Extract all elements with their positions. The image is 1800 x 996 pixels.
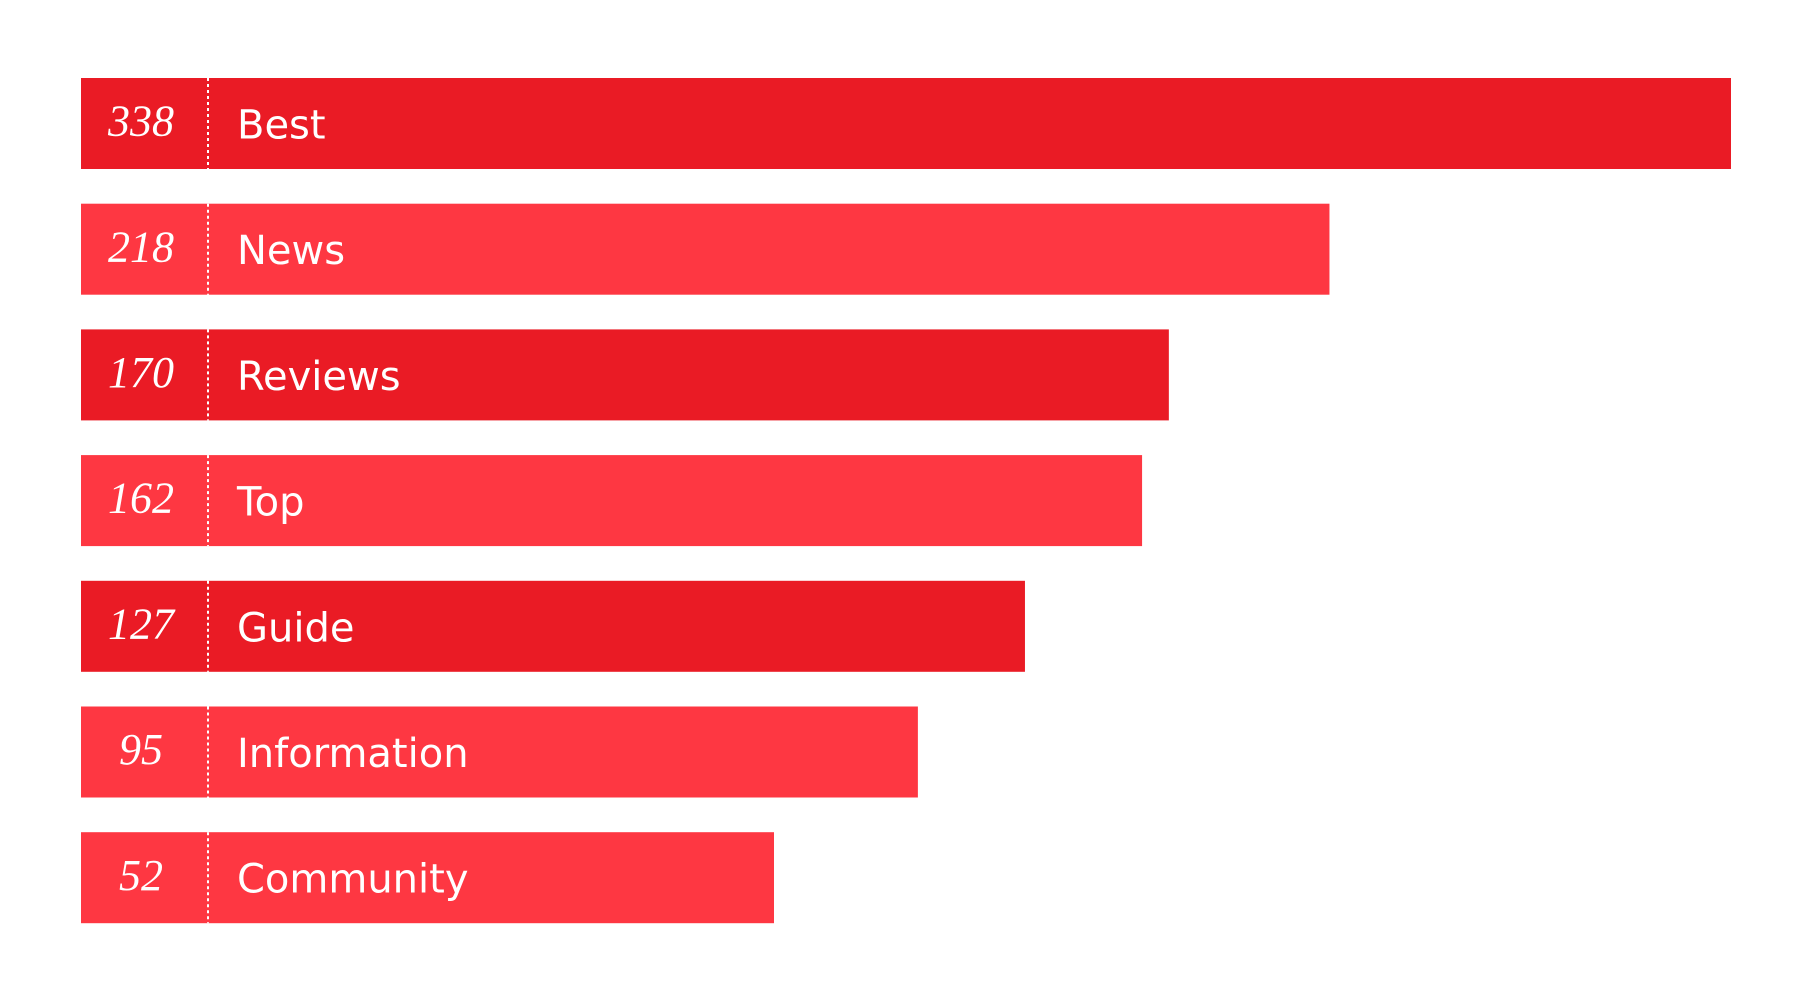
- value-label: 127: [108, 599, 176, 648]
- bar: [81, 455, 1143, 547]
- bar: [81, 203, 1330, 295]
- bar: [81, 580, 1025, 672]
- value-label: 170: [108, 348, 174, 397]
- category-label: Top: [236, 480, 305, 526]
- value-label: 218: [108, 222, 174, 271]
- bar: [81, 706, 918, 798]
- bar: [81, 832, 774, 924]
- value-label: 95: [119, 725, 163, 774]
- category-label: Reviews: [237, 354, 401, 400]
- bar: [81, 78, 1731, 169]
- category-label: Information: [237, 731, 469, 777]
- category-label: News: [237, 228, 345, 274]
- value-label: 162: [108, 474, 174, 523]
- category-label: Guide: [237, 605, 354, 651]
- value-label: 52: [119, 851, 163, 900]
- value-label: 338: [107, 97, 174, 146]
- category-label: Community: [237, 857, 469, 903]
- category-label: Best: [237, 103, 326, 149]
- bar: [81, 329, 1169, 421]
